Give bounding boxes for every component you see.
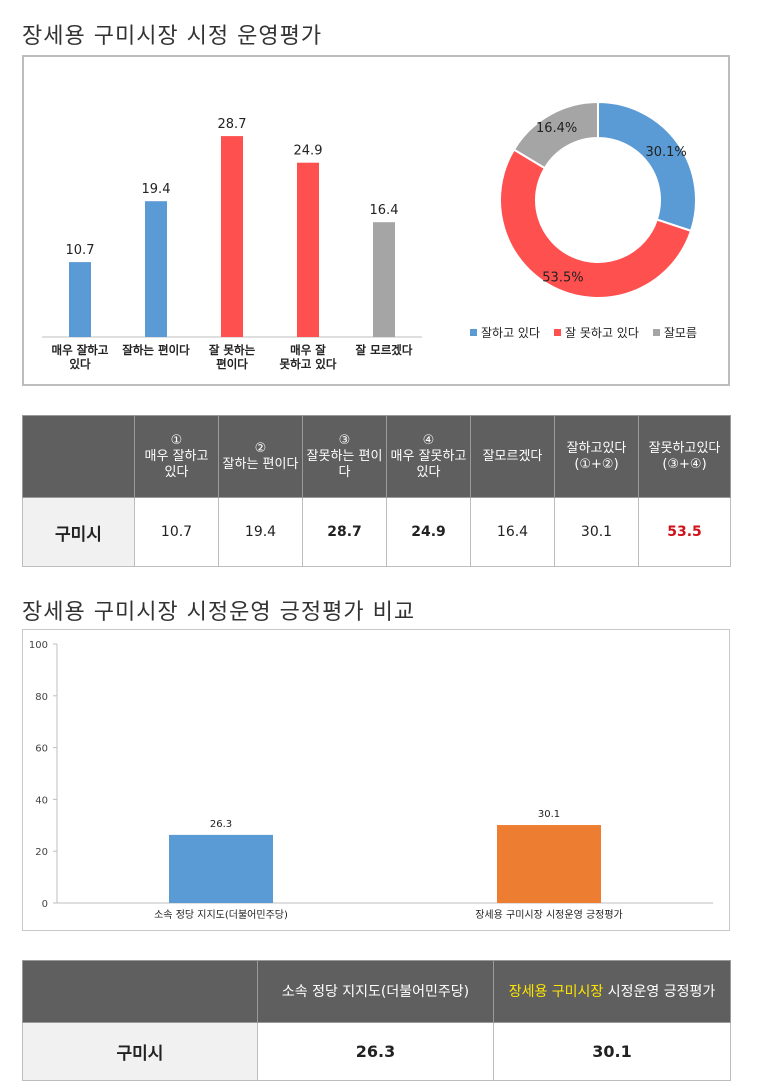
column-header: 잘모르겠다: [470, 415, 555, 498]
section1-title: 장세용 구미시장 시정 운영평가: [22, 24, 323, 49]
bar: [169, 834, 273, 903]
data-label: 30.1: [538, 809, 560, 820]
cell-value: 19.4: [218, 497, 303, 567]
legend-item: 잘모름: [652, 324, 698, 341]
slice-label: 30.1%: [645, 145, 686, 160]
column-header-label: 잘하고있다 (①+②): [566, 440, 627, 472]
legend-item: 잘하고 있다: [470, 324, 540, 341]
table-header-row: ① 매우 잘하고 있다 ② 잘하는 편이다 ③ 잘못하는 편이다 ④ 매우 잘못하고 있다 잘모…: [22, 415, 731, 498]
y-tick-label: 0: [42, 899, 48, 910]
donut-slice: [499, 148, 693, 299]
bar-chart-comparison: 0 20 40 60 80 100 26.3 소속 정당 지지도(더불어민주당) 30.1 장세용…: [29, 640, 713, 921]
cell-value: 30.1: [493, 1022, 731, 1081]
row-label: 구미시: [22, 1022, 258, 1081]
cell-value: 24.9: [386, 497, 471, 567]
comparison-table: 소속 정당 지지도(더불어민주당) 장세용 구미시장 시정운영 긍정평가 구미시…: [22, 960, 731, 1081]
header-rest: 시정운영 긍정평가: [603, 983, 716, 1000]
data-label: 26.3: [210, 819, 232, 830]
legend-swatch: [554, 329, 562, 336]
table2-row: 구미시 26.3 30.1: [22, 1022, 731, 1081]
data-label: 10.7: [66, 243, 95, 258]
data-label: 16.4: [370, 203, 399, 218]
bar: [373, 222, 395, 337]
x-tick-label: 잘하는 편이다: [122, 343, 190, 357]
chart-frame-comparison: 0 20 40 60 80 100 26.3 소속 정당 지지도(더불어민주당) 30.1 장세용…: [22, 629, 730, 931]
donut-slice: [512, 100, 599, 170]
bar: [69, 262, 91, 337]
x-tick-label: 매우 잘 못하고 있다: [280, 343, 337, 371]
cell-value: 16.4: [470, 497, 555, 567]
header-positive-eval: 장세용 구미시장 시정운영 긍정평가: [493, 960, 731, 1023]
donut-chart-evaluation: 30.1% 53.5% 16.4%: [499, 100, 697, 299]
cell-value: 26.3: [257, 1022, 494, 1081]
donut-legend: 잘하고 있다 잘 못하고 있다 잘모름: [470, 321, 711, 341]
column-number: ①: [170, 432, 183, 448]
legend-label: 잘하고 있다: [481, 326, 541, 340]
column-header-label: 매우 잘못하고 있다: [390, 448, 467, 480]
header-highlight-name: 장세용 구미시장: [508, 983, 604, 1000]
cell-value: 28.7: [302, 497, 387, 567]
table-row: 구미시 10.7 19.4 28.7 24.9 16.4 30.1 53.5: [22, 497, 731, 567]
column-number: ②: [254, 440, 267, 456]
cell-value: 10.7: [134, 497, 219, 567]
slice-label: 16.4%: [536, 121, 577, 136]
legend-label: 잘모름: [663, 326, 698, 340]
column-header: ① 매우 잘하고 있다: [134, 415, 219, 498]
column-header: 잘못하고있다 (③+④): [638, 415, 731, 498]
bar: [221, 136, 243, 337]
x-tick-label: 잘 모르겠다: [356, 343, 413, 357]
x-tick-label: 잘 못하는 편이다: [209, 343, 256, 371]
column-header: ④ 매우 잘못하고 있다: [386, 415, 471, 498]
y-tick-label: 80: [35, 692, 48, 703]
row-label: 구미시: [22, 497, 135, 567]
data-label: 19.4: [142, 182, 171, 197]
y-tick-label: 40: [35, 795, 48, 806]
column-header-label: 잘못하는 편이다: [306, 448, 383, 480]
y-tick-label: 60: [35, 744, 48, 755]
column-header-label: 잘하는 편이다: [222, 456, 299, 472]
column-header-label: 잘모르겠다: [482, 448, 543, 464]
legend-swatch: [652, 329, 660, 336]
column-header: ③ 잘못하는 편이다: [302, 415, 387, 498]
chart-frame-evaluation: 10.7 매우 잘하고 있다 19.4 잘하는 편이다 28.7 잘 못하는 편이다 24.9 매…: [22, 55, 730, 386]
y-tick-label: 20: [35, 847, 48, 858]
legend-swatch: [470, 329, 477, 336]
header-party-support: 소속 정당 지지도(더불어민주당): [257, 960, 494, 1023]
section2-title: 장세용 구미시장 시정운영 긍정평가 비교: [22, 600, 416, 625]
evaluation-table: ① 매우 잘하고 있다 ② 잘하는 편이다 ③ 잘못하는 편이다 ④ 매우 잘못하고 있다 잘모…: [22, 415, 731, 567]
donut-slice: [597, 100, 697, 233]
x-tick-label: 매우 잘하고 있다: [52, 343, 109, 371]
bar: [297, 162, 319, 337]
table2-header-row: 소속 정당 지지도(더불어민주당) 장세용 구미시장 시정운영 긍정평가: [22, 960, 731, 1023]
column-header-label: 매우 잘하고 있다: [144, 448, 209, 480]
legend-label: 잘 못하고 있다: [565, 326, 639, 340]
slice-label: 53.5%: [542, 270, 583, 285]
column-number: ③: [338, 432, 351, 448]
x-tick-label: 장세용 구미시장 시정운영 긍정평가: [475, 909, 623, 921]
bar: [145, 201, 167, 337]
data-label: 28.7: [218, 117, 247, 132]
header-corner: [22, 415, 135, 498]
y-tick-label: 100: [29, 640, 48, 651]
column-header-label: 잘못하고있다 (③+④): [648, 440, 721, 472]
cell-value: 30.1: [554, 497, 639, 567]
column-header: ② 잘하는 편이다: [218, 415, 303, 498]
x-tick-label: 소속 정당 지지도(더불어민주당): [154, 909, 288, 921]
column-header: 잘하고있다 (①+②): [554, 415, 639, 498]
bar: [497, 825, 601, 903]
data-label: 24.9: [294, 144, 323, 159]
header-corner: [22, 960, 258, 1023]
column-number: ④: [422, 432, 435, 448]
legend-item: 잘 못하고 있다: [554, 324, 639, 341]
bar-chart-evaluation: 10.7 매우 잘하고 있다 19.4 잘하는 편이다 28.7 잘 못하는 편이다 24.9 매…: [42, 117, 422, 371]
cell-value: 53.5: [638, 497, 731, 567]
